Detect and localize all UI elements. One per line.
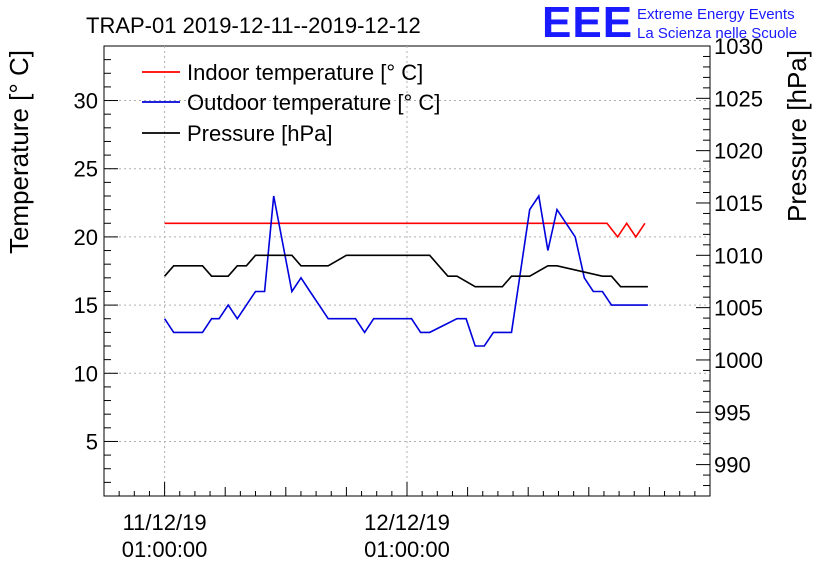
- legend-label: Pressure [hPa]: [187, 121, 333, 146]
- left-tick-label: 10: [74, 361, 98, 386]
- right-tick-label: 1025: [714, 86, 763, 111]
- series-line-2: [163, 193, 648, 347]
- legend-label: Indoor temperature [° C]: [187, 60, 423, 85]
- y-axis-right-label: Pressure [hPa]: [782, 50, 812, 222]
- legend-label: Outdoor temperature [° C]: [187, 90, 440, 115]
- series-line-3: [163, 254, 648, 288]
- series-line-1: [164, 221, 646, 239]
- right-tick-label: 1015: [714, 191, 763, 216]
- logo-line-2: La Scienza nelle Scuole: [637, 25, 798, 42]
- logo-line-1: Extreme Energy Events: [637, 6, 795, 23]
- right-tick-label: 1000: [714, 348, 763, 373]
- x-tick-label-time: 01:00:00: [364, 537, 450, 562]
- logo-letters: EEE: [542, 0, 634, 47]
- x-tick-label-date: 12/12/19: [364, 510, 450, 535]
- y-axis-left-label: Temperature [° C]: [4, 50, 34, 254]
- right-tick-label: 1030: [714, 34, 763, 59]
- x-tick-label-date: 11/12/19: [123, 510, 207, 535]
- left-tick-label: 25: [74, 157, 98, 182]
- right-tick-label: 1020: [714, 139, 763, 164]
- left-tick-label: 5: [86, 429, 98, 454]
- x-tick-label-time: 01:00:00: [122, 537, 208, 562]
- right-tick-label: 1005: [714, 296, 763, 321]
- right-tick-label: 995: [714, 400, 751, 425]
- chart-title: TRAP-01 2019-12-11--2019-12-12: [86, 13, 421, 38]
- left-tick-label: 15: [74, 293, 98, 318]
- right-tick-label: 1010: [714, 243, 763, 268]
- left-tick-label: 30: [74, 89, 98, 114]
- right-tick-label: 990: [714, 453, 751, 478]
- left-tick-label: 20: [74, 225, 98, 250]
